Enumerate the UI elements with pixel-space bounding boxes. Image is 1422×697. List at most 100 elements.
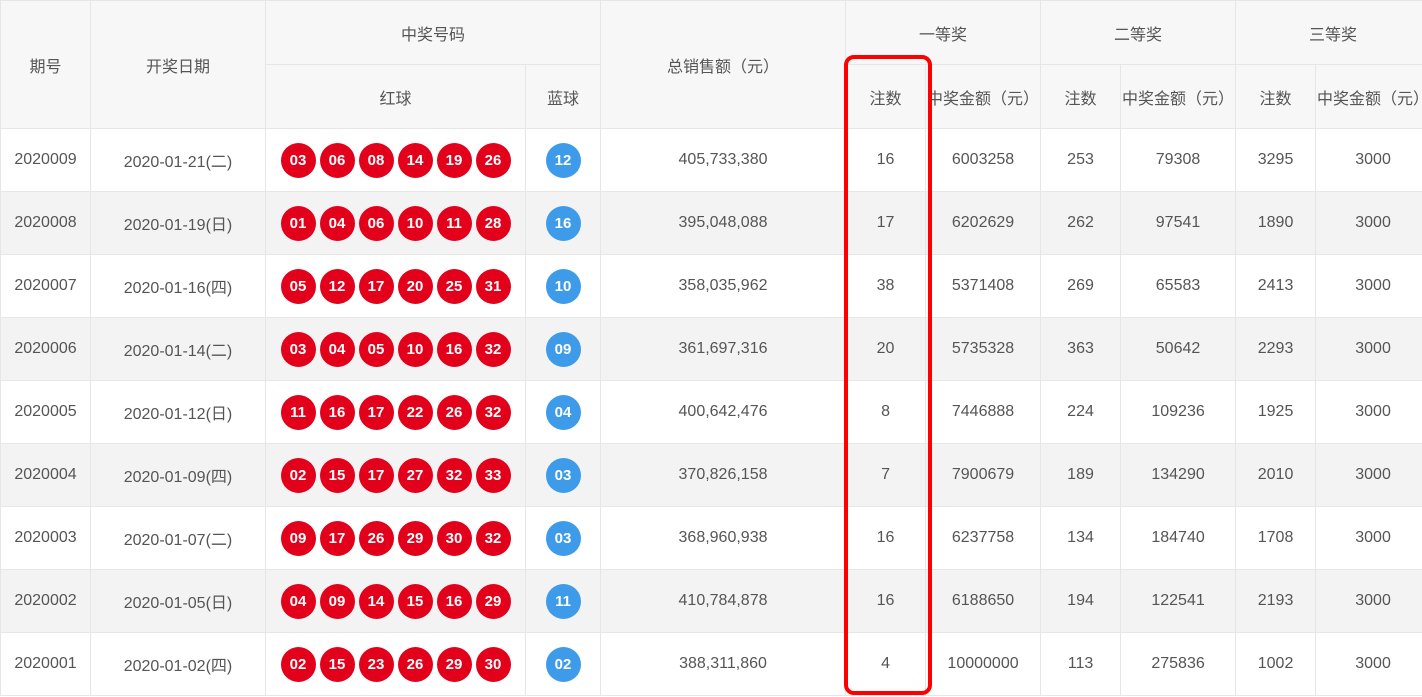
lottery-results-table: 期号 开奖日期 中奖号码 总销售额（元） 一等奖 二等奖 三等奖 红球 蓝球 注…: [0, 0, 1422, 696]
cell-p3-count: 3295: [1236, 129, 1316, 192]
red-ball: 32: [476, 521, 511, 556]
cell-sales: 358,035,962: [601, 255, 846, 318]
red-ball: 32: [437, 458, 472, 493]
cell-p3-count: 1002: [1236, 633, 1316, 696]
red-ball: 16: [437, 584, 472, 619]
red-ball: 15: [320, 458, 355, 493]
red-ball: 05: [359, 332, 394, 367]
cell-p2-count: 134: [1041, 507, 1121, 570]
blue-ball: 02: [546, 647, 581, 682]
table-row: 20200092020-01-21(二)03060814192612405,73…: [1, 129, 1422, 192]
red-ball: 04: [281, 584, 316, 619]
red-ball: 17: [359, 269, 394, 304]
cell-p3-count: 1708: [1236, 507, 1316, 570]
red-ball: 26: [359, 521, 394, 556]
red-ball: 26: [476, 143, 511, 178]
red-ball: 29: [398, 521, 433, 556]
cell-date: 2020-01-12(日): [91, 381, 266, 444]
cell-p3-count: 1925: [1236, 381, 1316, 444]
red-ball: 16: [437, 332, 472, 367]
cell-p1-count: 4: [846, 633, 926, 696]
cell-p1-count: 17: [846, 192, 926, 255]
cell-blue-ball: 02: [526, 633, 601, 696]
header-p3-amount: 中奖金额（元）: [1316, 65, 1422, 129]
cell-p3-count: 2293: [1236, 318, 1316, 381]
cell-p1-amount: 10000000: [926, 633, 1041, 696]
cell-p1-count: 7: [846, 444, 926, 507]
cell-p1-count: 16: [846, 570, 926, 633]
blue-ball: 03: [546, 521, 581, 556]
red-ball: 04: [320, 332, 355, 367]
cell-p2-amount: 275836: [1121, 633, 1236, 696]
header-period: 期号: [1, 1, 91, 129]
header-blue-ball: 蓝球: [526, 65, 601, 129]
cell-date: 2020-01-21(二): [91, 129, 266, 192]
header-date: 开奖日期: [91, 1, 266, 129]
cell-date: 2020-01-07(二): [91, 507, 266, 570]
red-ball: 20: [398, 269, 433, 304]
cell-p1-amount: 6202629: [926, 192, 1041, 255]
header-winning-numbers: 中奖号码: [266, 1, 601, 65]
cell-p2-amount: 184740: [1121, 507, 1236, 570]
header-total-sales: 总销售额（元）: [601, 1, 846, 129]
cell-p2-amount: 134290: [1121, 444, 1236, 507]
red-ball: 15: [320, 647, 355, 682]
cell-sales: 405,733,380: [601, 129, 846, 192]
cell-sales: 370,826,158: [601, 444, 846, 507]
cell-p3-count: 1890: [1236, 192, 1316, 255]
header-p3-count: 注数: [1236, 65, 1316, 129]
cell-p2-amount: 65583: [1121, 255, 1236, 318]
table-row: 20200042020-01-09(四)02151727323303370,82…: [1, 444, 1422, 507]
table-row: 20200082020-01-19(日)01040610112816395,04…: [1, 192, 1422, 255]
cell-period: 2020007: [1, 255, 91, 318]
cell-period: 2020006: [1, 318, 91, 381]
blue-ball: 16: [546, 206, 581, 241]
red-ball: 32: [476, 332, 511, 367]
cell-red-balls: 030405101632: [266, 318, 526, 381]
cell-p1-count: 16: [846, 129, 926, 192]
cell-p2-amount: 109236: [1121, 381, 1236, 444]
red-ball: 29: [476, 584, 511, 619]
header-red-balls: 红球: [266, 65, 526, 129]
cell-blue-ball: 11: [526, 570, 601, 633]
cell-p1-count: 38: [846, 255, 926, 318]
red-ball: 25: [437, 269, 472, 304]
red-ball: 17: [320, 521, 355, 556]
cell-date: 2020-01-02(四): [91, 633, 266, 696]
cell-p3-count: 2413: [1236, 255, 1316, 318]
cell-p2-count: 189: [1041, 444, 1121, 507]
table-header: 期号 开奖日期 中奖号码 总销售额（元） 一等奖 二等奖 三等奖 红球 蓝球 注…: [1, 1, 1422, 129]
cell-blue-ball: 12: [526, 129, 601, 192]
cell-p2-count: 269: [1041, 255, 1121, 318]
cell-period: 2020009: [1, 129, 91, 192]
red-ball: 30: [437, 521, 472, 556]
red-ball: 33: [476, 458, 511, 493]
red-ball: 01: [281, 206, 316, 241]
red-ball: 26: [398, 647, 433, 682]
cell-p2-count: 253: [1041, 129, 1121, 192]
table-row: 20200012020-01-02(四)02152326293002388,31…: [1, 633, 1422, 696]
cell-p3-amount: 3000: [1316, 192, 1422, 255]
cell-p1-amount: 7900679: [926, 444, 1041, 507]
header-prize3: 三等奖: [1236, 1, 1422, 65]
cell-p3-amount: 3000: [1316, 507, 1422, 570]
header-p1-amount: 中奖金额（元）: [926, 65, 1041, 129]
blue-ball: 09: [546, 332, 581, 367]
red-ball: 09: [320, 584, 355, 619]
red-ball: 11: [281, 395, 316, 430]
cell-p3-count: 2193: [1236, 570, 1316, 633]
table-body: 20200092020-01-21(二)03060814192612405,73…: [1, 129, 1422, 696]
cell-sales: 400,642,476: [601, 381, 846, 444]
red-ball: 11: [437, 206, 472, 241]
cell-p1-count: 16: [846, 507, 926, 570]
red-ball: 02: [281, 647, 316, 682]
cell-red-balls: 051217202531: [266, 255, 526, 318]
cell-p2-count: 194: [1041, 570, 1121, 633]
cell-p3-amount: 3000: [1316, 381, 1422, 444]
cell-p3-amount: 3000: [1316, 633, 1422, 696]
cell-sales: 395,048,088: [601, 192, 846, 255]
cell-p2-amount: 50642: [1121, 318, 1236, 381]
red-ball: 32: [476, 395, 511, 430]
cell-period: 2020002: [1, 570, 91, 633]
red-ball: 04: [320, 206, 355, 241]
